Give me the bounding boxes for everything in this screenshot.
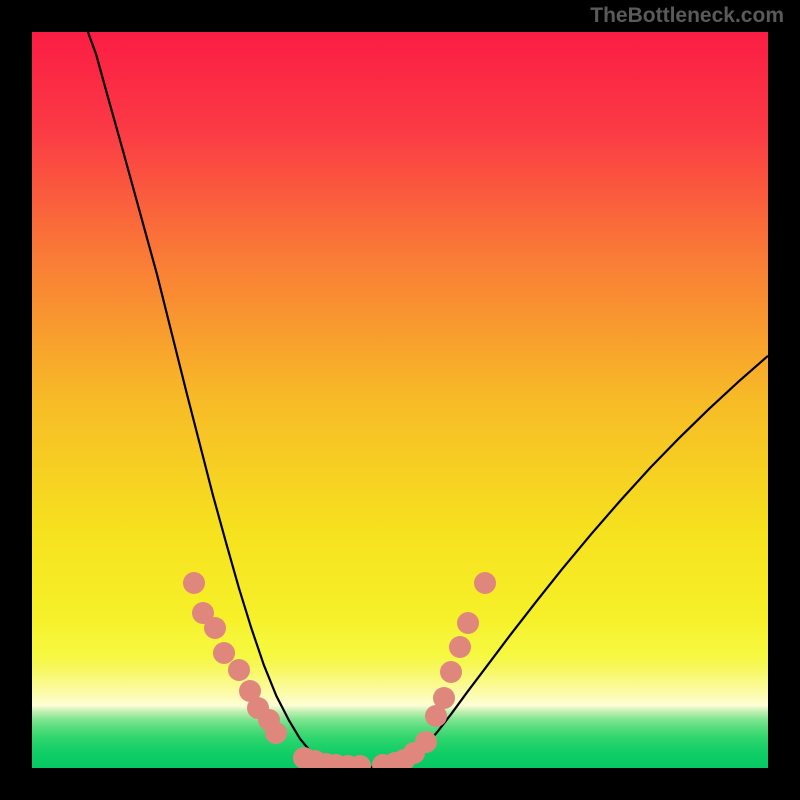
data-marker: [415, 731, 437, 753]
chart-container: TheBottleneck.com: [0, 0, 800, 800]
data-marker: [440, 661, 462, 683]
data-marker: [183, 572, 205, 594]
data-marker: [228, 659, 250, 681]
source-label: TheBottleneck.com: [590, 4, 784, 28]
data-marker: [449, 636, 471, 658]
data-marker: [457, 612, 479, 634]
marker-layer: [32, 32, 768, 768]
data-marker: [204, 617, 226, 639]
data-marker: [265, 722, 287, 744]
data-marker: [433, 687, 455, 709]
data-marker: [474, 572, 496, 594]
plot-area: [32, 32, 768, 768]
data-marker: [349, 755, 371, 777]
